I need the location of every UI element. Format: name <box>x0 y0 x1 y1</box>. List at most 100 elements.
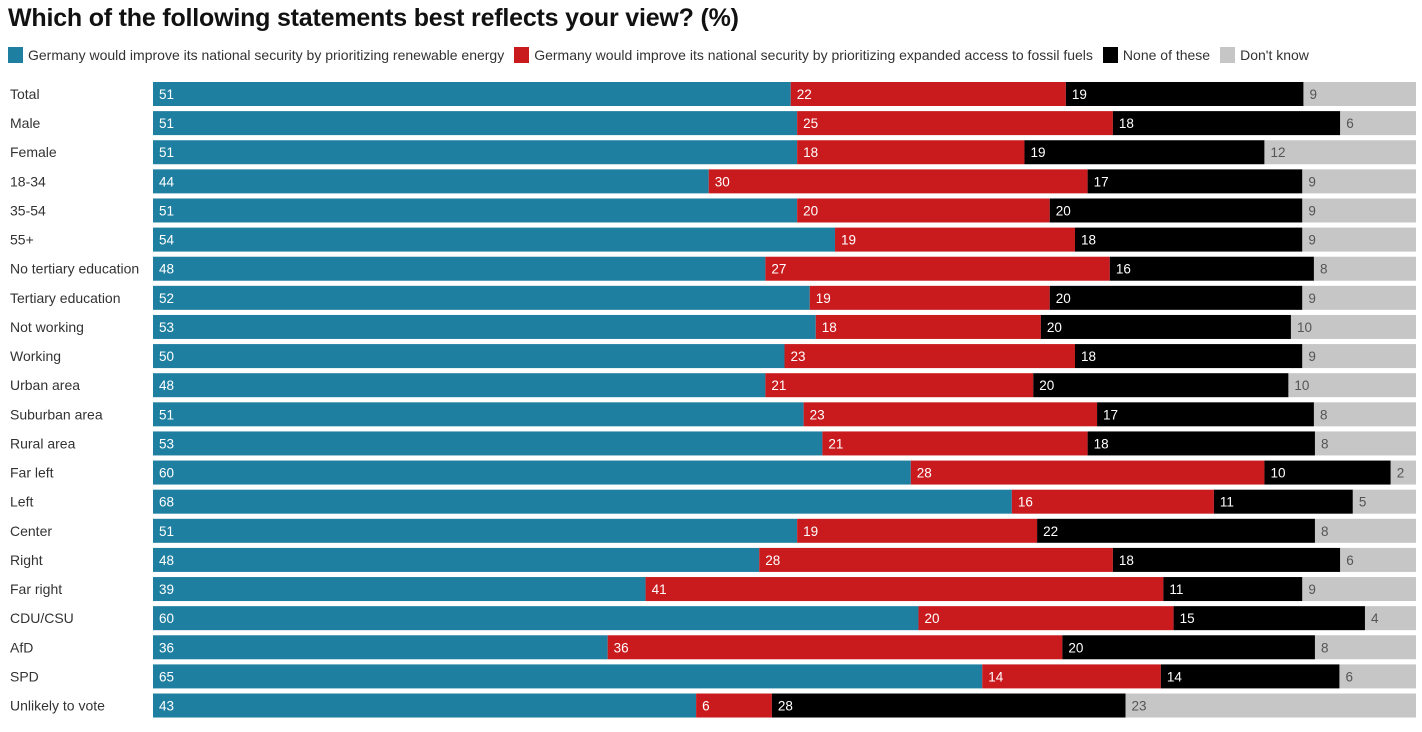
data-label-none: 19 <box>1030 145 1045 160</box>
bar-row: Far right 39 41 11 9 <box>10 577 1416 602</box>
bar-segment-renewable <box>153 344 785 369</box>
data-label-fossil: 19 <box>803 524 818 539</box>
bar-segment-fossil <box>797 198 1050 223</box>
bar-segment-fossil <box>607 635 1063 660</box>
data-label-dont-know: 8 <box>1321 436 1329 451</box>
data-label-renewable: 48 <box>159 262 174 277</box>
data-label-fossil: 21 <box>828 436 843 451</box>
category-label: Suburban area <box>10 406 103 422</box>
bar-segment-fossil <box>759 547 1113 572</box>
data-label-fossil: 19 <box>841 233 856 248</box>
data-label-fossil: 20 <box>803 203 818 218</box>
bar-segment-renewable <box>153 460 911 485</box>
data-label-renewable: 60 <box>159 466 174 481</box>
data-label-dont-know: 9 <box>1308 174 1316 189</box>
data-label-none: 20 <box>1039 378 1054 393</box>
bar-segment-dont-know <box>1125 693 1416 718</box>
bar-row: Urban area 48 21 20 10 <box>10 373 1416 398</box>
bar-segment-dont-know <box>1352 489 1416 514</box>
category-label: Working <box>10 348 61 364</box>
bar-segment-dont-know <box>1302 198 1416 223</box>
bar-segment-fossil <box>1011 489 1214 514</box>
bar-segment-fossil <box>797 518 1038 543</box>
data-label-fossil: 28 <box>765 553 780 568</box>
data-label-dont-know: 9 <box>1308 291 1316 306</box>
bar-segment-dont-know <box>1302 285 1416 310</box>
bar-segment-dont-know <box>1340 111 1416 136</box>
bar-row: Female 51 18 19 12 <box>10 140 1416 165</box>
bar-row: No tertiary education 48 27 16 8 <box>10 256 1416 281</box>
data-label-dont-know: 9 <box>1308 349 1316 364</box>
data-label-renewable: 53 <box>159 436 174 451</box>
data-label-renewable: 53 <box>159 320 174 335</box>
data-label-renewable: 51 <box>159 116 174 131</box>
bar-segment-renewable <box>153 577 646 602</box>
bar-segment-none <box>1109 256 1314 281</box>
bar-segment-renewable <box>153 431 823 456</box>
data-label-dont-know: 6 <box>1345 669 1353 684</box>
bar-row: Far left 60 28 10 2 <box>10 460 1416 485</box>
data-label-renewable: 51 <box>159 407 174 422</box>
data-label-dont-know: 4 <box>1371 611 1379 626</box>
bar-segment-dont-know <box>1302 227 1416 252</box>
bar-segment-fossil <box>797 140 1025 165</box>
data-label-fossil: 30 <box>715 174 730 189</box>
bar-row: 35-54 51 20 20 9 <box>10 198 1416 223</box>
bar-row: Tertiary education 52 19 20 9 <box>10 285 1416 310</box>
bar-row: AfD 36 36 20 8 <box>10 635 1416 660</box>
category-label: Far left <box>10 465 54 481</box>
data-label-fossil: 22 <box>797 87 812 102</box>
data-label-renewable: 48 <box>159 553 174 568</box>
category-label: No tertiary education <box>10 261 139 277</box>
data-label-none: 11 <box>1220 495 1234 510</box>
bar-segment-renewable <box>153 518 798 543</box>
bar-segment-renewable <box>153 373 766 398</box>
data-label-fossil: 36 <box>614 640 629 655</box>
bar-segment-dont-know <box>1302 577 1416 602</box>
bar-segment-dont-know <box>1288 373 1416 398</box>
bar-segment-renewable <box>153 256 766 281</box>
category-label: Rural area <box>10 435 76 451</box>
data-label-fossil: 28 <box>917 466 932 481</box>
category-label: Total <box>10 86 40 102</box>
data-label-renewable: 39 <box>159 582 174 597</box>
bar-segment-none <box>1065 82 1304 106</box>
data-label-renewable: 65 <box>159 669 174 684</box>
bar-segment-renewable <box>153 314 816 339</box>
bar-segment-none <box>1049 285 1303 310</box>
bar-segment-renewable <box>153 285 810 310</box>
data-label-dont-know: 6 <box>1346 553 1354 568</box>
category-label: Male <box>10 115 41 131</box>
data-label-renewable: 36 <box>159 640 174 655</box>
bar-segment-renewable <box>153 227 836 252</box>
data-label-none: 18 <box>1081 233 1096 248</box>
legend-swatch-none <box>1102 47 1118 63</box>
legend-swatch-fossil <box>514 47 530 63</box>
category-label: Far right <box>10 581 62 597</box>
data-label-dont-know: 9 <box>1308 203 1316 218</box>
bar-segment-dont-know <box>1364 606 1416 631</box>
bar-segment-none <box>1033 373 1289 398</box>
data-label-fossil: 23 <box>791 349 806 364</box>
bar-segment-none <box>1087 169 1303 194</box>
bar-segment-renewable <box>153 606 919 631</box>
data-label-dont-know: 23 <box>1132 699 1147 714</box>
bar-segment-fossil <box>803 402 1098 427</box>
bar-row: Total 51 22 19 9 <box>10 82 1416 106</box>
data-label-none: 10 <box>1270 466 1285 481</box>
data-label-dont-know: 12 <box>1270 145 1285 160</box>
data-label-renewable: 44 <box>159 174 175 189</box>
data-label-renewable: 51 <box>159 524 174 539</box>
data-label-renewable: 51 <box>159 203 174 218</box>
legend-item-dont-know: Don't know <box>1220 47 1309 63</box>
category-label: Not working <box>10 319 84 335</box>
bar-segment-none <box>1074 344 1303 369</box>
data-label-none: 20 <box>1056 291 1071 306</box>
bar-segment-dont-know <box>1314 518 1416 543</box>
bar-segment-fossil <box>809 285 1050 310</box>
data-label-fossil: 23 <box>810 407 825 422</box>
data-label-fossil: 18 <box>822 320 837 335</box>
bar-row: 55+ 54 19 18 9 <box>10 227 1416 252</box>
category-label: 35-54 <box>10 202 46 218</box>
